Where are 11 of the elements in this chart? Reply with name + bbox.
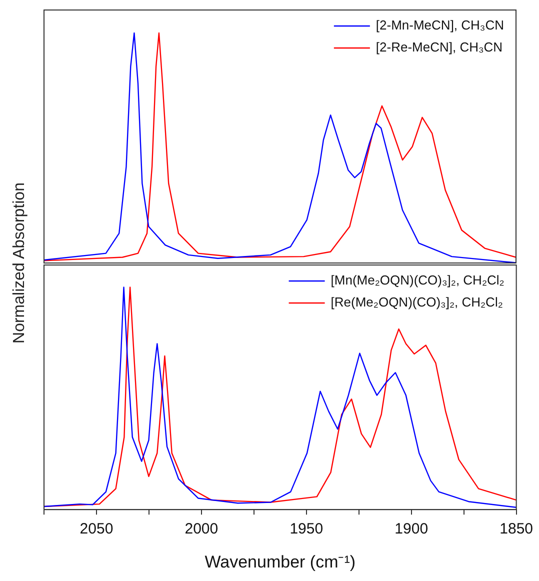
- legend-label: [Mn(Me₂OQN)(CO)₃]₂, CH₂Cl₂: [330, 272, 504, 288]
- x-tick-label: 1900: [394, 520, 428, 538]
- x-tick-label: 2050: [80, 520, 114, 538]
- y-axis-title: Normalized Absorption: [11, 182, 29, 344]
- x-axis-title: Wavenumber (cm⁻¹): [204, 552, 356, 572]
- x-tick-label: 1850: [500, 520, 534, 538]
- legend-label: [Re(Me₂OQN)(CO)₃]₂, CH₂Cl₂: [330, 294, 503, 310]
- legend-label: [2-Mn-MeCN], CH₃CN: [376, 18, 504, 33]
- x-tick-label: 2000: [184, 520, 218, 538]
- x-tick-label: 1950: [290, 520, 324, 538]
- legend-label: [2-Re-MeCN], CH₃CN: [376, 40, 503, 55]
